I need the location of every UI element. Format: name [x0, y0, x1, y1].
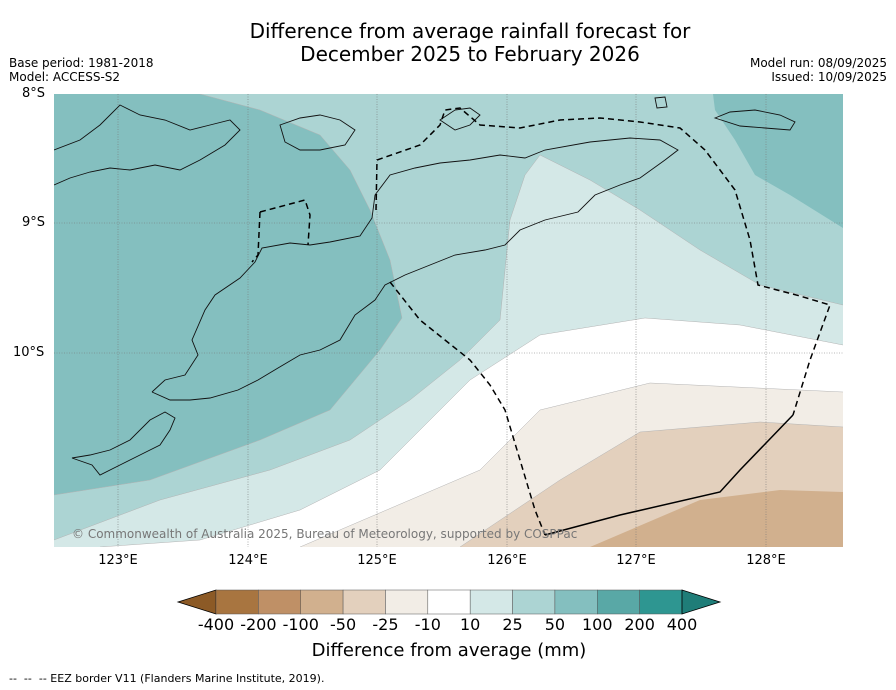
colorbar-extend-low	[176, 589, 217, 615]
rainfall-map	[54, 94, 843, 547]
colorbar-tick-label: 400	[666, 615, 698, 634]
colorbar-tick-label: -25	[372, 615, 399, 634]
coastline-wetar	[439, 107, 481, 131]
base-period: Base period: 1981-2018	[9, 56, 154, 70]
coastline-ne-island	[713, 109, 796, 131]
lat-label-8s: 8°S	[22, 86, 46, 101]
eez-border	[251, 107, 831, 536]
colorbar-swatch	[215, 589, 259, 615]
colorbar	[176, 589, 722, 615]
base-period-info: Base period: 1981-2018 Model: ACCESS-S2	[9, 56, 154, 84]
title-line-2: December 2025 to February 2026	[300, 42, 640, 66]
band-plus-50	[54, 94, 402, 495]
issued-date: Issued: 10/09/2025	[771, 70, 887, 84]
coastline-sw-island	[71, 411, 176, 476]
lat-label-9s: 9°S	[22, 215, 46, 230]
colorbar-extend-high	[681, 589, 722, 615]
model-name: Model: ACCESS-S2	[9, 70, 121, 84]
colorbar-swatch	[639, 589, 683, 615]
colorbar-swatch	[258, 589, 301, 615]
lon-label-127e: 127°E	[616, 553, 656, 568]
eez-solid-segment	[544, 414, 794, 536]
band-plus-50-ne	[713, 94, 843, 228]
band-minus-50	[590, 490, 843, 547]
colorbar-swatch	[385, 589, 429, 615]
colorbar-tick-label: 200	[624, 615, 655, 634]
colorbar-tick-label: 100	[581, 615, 613, 634]
lon-label-128e: 128°E	[746, 553, 786, 568]
colorbar-label: Difference from average (mm)	[311, 640, 587, 661]
colorbar-tick-label: -50	[330, 615, 357, 634]
colorbar-swatch	[342, 589, 386, 615]
map-title: Difference from average rainfall forecas…	[170, 20, 770, 66]
colorbar-tick-label: 25	[502, 615, 523, 634]
coastline-flores	[54, 104, 241, 186]
colorbar-tick-label: -400	[197, 615, 235, 634]
colorbar-swatch	[469, 589, 513, 615]
colorbar-swatch	[300, 589, 344, 615]
colorbar-tick-label: 50	[544, 615, 566, 634]
colorbar-tick-label: 10	[459, 615, 481, 634]
colorbar-swatch	[554, 589, 598, 615]
colorbar-swatch	[427, 589, 471, 615]
lon-label-123e: 123°E	[98, 553, 138, 568]
colorbar-tick-label: -10	[414, 615, 441, 634]
colorbar-swatch	[597, 589, 640, 615]
coastline-islet	[654, 96, 668, 109]
colorbar-swatch	[512, 589, 556, 615]
copyright-notice: © Commonwealth of Australia 2025, Bureau…	[72, 527, 578, 541]
eez-legend-note: -- -- -- EEZ border V11 (Flanders Marine…	[9, 672, 325, 685]
colorbar-tick-label: -200	[240, 615, 277, 634]
coastline-alor	[279, 114, 356, 151]
lon-label-124e: 124°E	[228, 553, 268, 568]
colorbar-tick-label: -100	[282, 615, 319, 634]
model-run-info: Model run: 08/09/2025 Issued: 10/09/2025	[750, 56, 887, 84]
title-line-1: Difference from average rainfall forecas…	[249, 19, 691, 43]
model-run: Model run: 08/09/2025	[749, 56, 887, 70]
lon-label-126e: 126°E	[487, 553, 527, 568]
lat-label-10s: 10°S	[13, 345, 45, 360]
lon-label-125e: 125°E	[357, 553, 397, 568]
